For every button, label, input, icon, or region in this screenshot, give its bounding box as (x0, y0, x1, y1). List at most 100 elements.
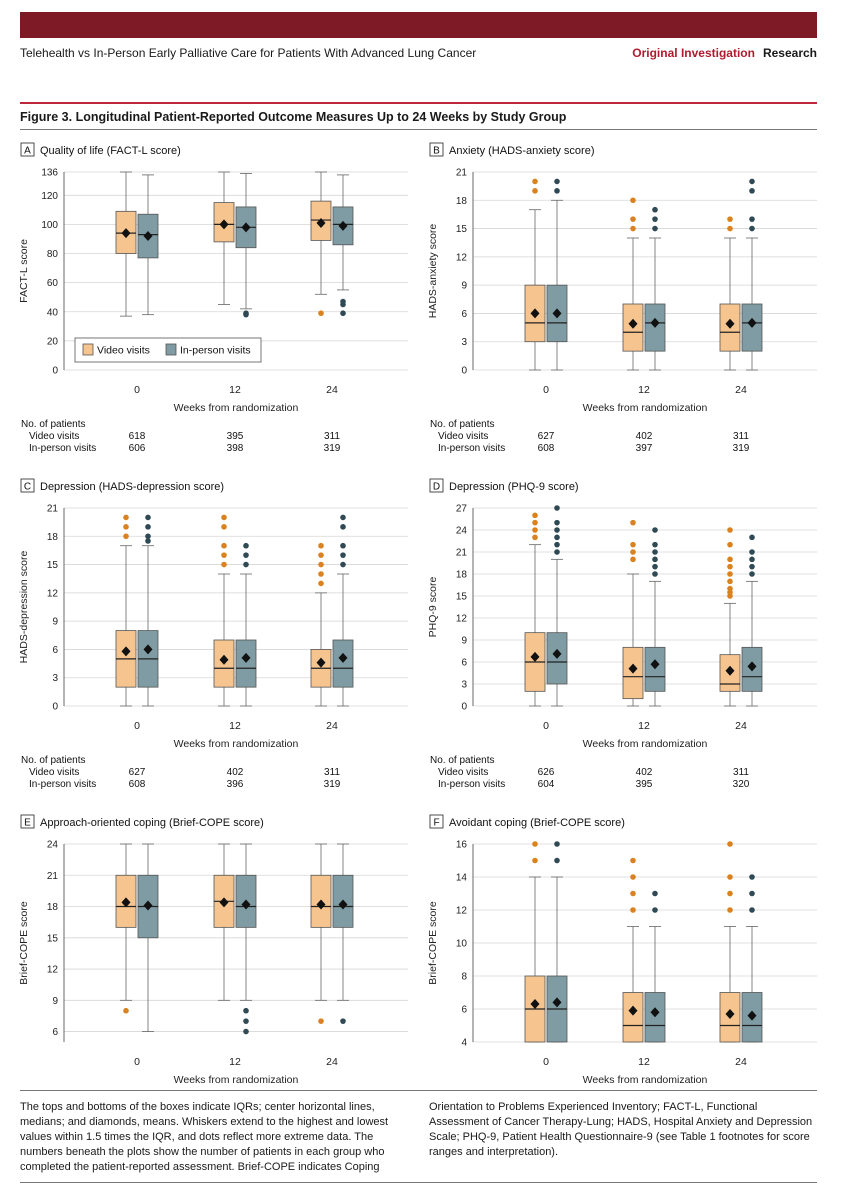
x-axis-label: Weeks from randomization (174, 1074, 299, 1086)
outlier-dot (727, 907, 733, 913)
n-value: 627 (129, 767, 146, 778)
y-tick-label: 24 (47, 840, 59, 851)
n-value: 311 (324, 767, 340, 778)
outlier-dot (221, 552, 227, 558)
n-value: 311 (324, 431, 340, 442)
y-axis-label: PHQ-9 score (427, 577, 439, 638)
inperson-box-week-24 (332, 843, 354, 1024)
outlier-dot (727, 874, 733, 880)
outlier-dot (630, 874, 636, 880)
inperson-box-week-24 (332, 174, 354, 317)
y-tick-label: 0 (461, 366, 467, 377)
outlier-dot (243, 310, 249, 317)
outlier-dot (145, 538, 151, 544)
outlier-dot (652, 206, 658, 213)
outlier-dot (652, 563, 658, 570)
y-tick-label: 9 (461, 281, 467, 292)
n-row-label: In-person visits (29, 443, 96, 454)
y-tick-label: 3 (52, 673, 58, 684)
n-value: 627 (538, 431, 555, 442)
outlier-dot (243, 542, 249, 549)
outlier-dot (532, 841, 538, 847)
figure-charts: A Quality of life (FACT-L score)020406080… (18, 142, 817, 1086)
y-tick-label: 21 (47, 504, 59, 515)
video-box-week-0 (115, 843, 137, 1014)
figure-top-rule (20, 102, 817, 104)
panel-letter-box (429, 814, 444, 829)
y-tick-label: 27 (456, 504, 468, 515)
outlier-dot (727, 841, 733, 847)
n-table-heading: No. of patients (430, 419, 494, 430)
panel-letter: C (24, 482, 31, 493)
panel-letter-box (429, 478, 444, 493)
panel-title: Depression (PHQ-9 score) (449, 481, 579, 493)
outlier-dot (340, 514, 346, 521)
panel-letter-box (429, 142, 444, 157)
inperson-box-week-0 (546, 505, 568, 707)
x-axis-label: Weeks from randomization (174, 402, 299, 414)
y-tick-label: 10 (456, 939, 468, 950)
x-axis-label: Weeks from randomization (583, 1074, 708, 1086)
y-tick-label: 24 (456, 526, 468, 537)
outlier-dot (340, 552, 346, 558)
mean-diamond (338, 899, 348, 910)
y-tick-label: 21 (47, 871, 59, 882)
mean-diamond (219, 654, 229, 665)
n-value: 396 (227, 779, 244, 790)
panel-letter-box (20, 814, 35, 829)
y-tick-label: 6 (461, 309, 467, 320)
x-tick-label: 12 (229, 1056, 241, 1068)
legend-label-video: Video visits (97, 345, 150, 357)
outlier-dot (630, 907, 636, 913)
y-tick-label: 80 (47, 249, 59, 260)
y-tick-label: 3 (461, 337, 467, 348)
figure-caption-left: The tops and bottoms of the boxes indica… (20, 1101, 389, 1173)
outlier-dot (652, 541, 658, 548)
x-tick-label: 24 (735, 384, 747, 396)
y-tick-label: 15 (456, 592, 468, 603)
y-tick-label: 16 (456, 840, 468, 851)
outlier-dot (554, 841, 560, 847)
panel-letter-box (20, 142, 35, 157)
outlier-dot (243, 561, 249, 568)
y-tick-label: 6 (52, 1027, 58, 1038)
outlier-dot (727, 556, 733, 563)
inperson-box-week-12 (235, 542, 257, 707)
y-tick-label: 0 (461, 702, 467, 713)
journal-header-bar (20, 12, 817, 38)
mean-diamond (219, 219, 229, 230)
panel-letter: E (24, 818, 31, 829)
mean-diamond (121, 228, 131, 239)
x-tick-label: 24 (326, 720, 338, 732)
caption-top-rule (20, 1090, 817, 1091)
outlier-dot (145, 524, 151, 530)
x-tick-label: 12 (229, 720, 241, 732)
panel-title: Quality of life (FACT-L score) (40, 145, 181, 157)
y-tick-label: 21 (456, 168, 468, 179)
mean-diamond (241, 222, 251, 233)
outlier-dot (123, 533, 129, 540)
outlier-dot (749, 216, 755, 222)
x-tick-label: 0 (134, 720, 140, 732)
x-tick-label: 24 (326, 1056, 338, 1068)
panel-title: Avoidant coping (Brief-COPE score) (449, 817, 625, 829)
mean-diamond (121, 897, 131, 908)
legend-label-inperson: In-person visits (180, 345, 251, 357)
outlier-dot (749, 178, 755, 185)
inperson-box-week-12 (644, 890, 666, 1043)
x-axis-label: Weeks from randomization (583, 402, 708, 414)
outlier-dot (727, 890, 733, 897)
outlier-dot (749, 874, 755, 880)
inperson-box-week-0 (137, 174, 159, 316)
n-value: 320 (733, 779, 750, 790)
outlier-dot (630, 216, 636, 222)
section-primary: Original Investigation (632, 46, 755, 60)
outlier-dot (630, 549, 636, 555)
outlier-dot (221, 524, 227, 530)
outlier-dot (532, 512, 538, 519)
panel-e: E Approach-oriented coping (Brief-COPE sc… (18, 814, 408, 1086)
y-tick-label: 18 (47, 532, 59, 543)
video-box-week-0 (524, 178, 546, 371)
video-box-week-24 (310, 171, 332, 317)
n-value: 608 (129, 779, 146, 790)
